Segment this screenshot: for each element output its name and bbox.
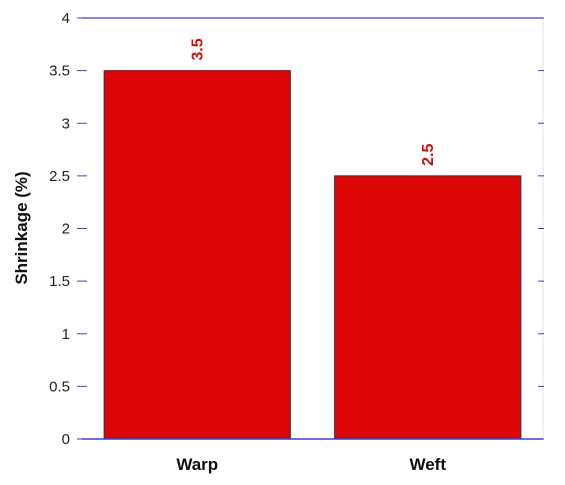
y-tick-label: 1 <box>62 326 70 343</box>
y-tick-label: 0 <box>62 431 70 448</box>
y-axis <box>77 17 544 440</box>
y-tick-labels: 0 0.5 1 1.5 2 2.5 3 3.5 4 <box>49 10 70 448</box>
y-tick-label: 2 <box>62 221 70 238</box>
bar-warp <box>103 70 291 440</box>
bars <box>103 70 522 440</box>
x-tick-label-weft: Weft <box>409 455 446 474</box>
x-category-labels: Warp Weft <box>176 455 446 474</box>
data-label-weft: 2.5 <box>420 144 437 166</box>
y-tick-label: 3 <box>62 115 70 132</box>
y-tick-label: 1.5 <box>49 273 70 290</box>
y-tick-label: 2.5 <box>49 168 70 185</box>
y-tick-label: 4 <box>62 10 70 27</box>
data-label-warp: 3.5 <box>189 38 206 60</box>
y-tick-label: 3.5 <box>49 63 70 80</box>
y-tick-label: 0.5 <box>49 378 70 395</box>
bar-weft <box>334 175 522 440</box>
y-axis-title: Shrinkage (%) <box>12 171 31 284</box>
x-tick-label-warp: Warp <box>176 455 218 474</box>
data-labels: 3.5 2.5 <box>189 38 437 166</box>
